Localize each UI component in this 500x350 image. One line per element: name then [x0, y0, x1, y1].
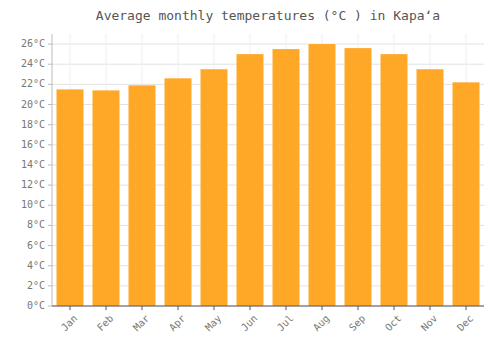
- y-tick: [48, 185, 52, 186]
- y-tick: [48, 285, 52, 286]
- bar: [273, 49, 300, 306]
- x-tick-label: Jan: [59, 313, 80, 334]
- x-tick: [358, 306, 359, 310]
- bar: [453, 82, 480, 306]
- x-tick: [142, 306, 143, 310]
- x-tick: [394, 306, 395, 310]
- bar: [417, 69, 444, 306]
- x-tick: [70, 306, 71, 310]
- bar: [345, 48, 372, 306]
- x-tick: [250, 306, 251, 310]
- y-tick-label: 12°C: [21, 179, 45, 190]
- x-tick-label: Feb: [95, 313, 116, 334]
- y-tick-label: 22°C: [21, 78, 45, 89]
- x-tick: [106, 306, 107, 310]
- y-tick: [48, 44, 52, 45]
- x-tick-label: Jul: [275, 313, 296, 334]
- axes: 0°C 2°C 4°C 6°C 8°C 10°C 12°C 14°C 16°C 18°C 20°C 2…: [21, 34, 484, 333]
- y-tick: [48, 225, 52, 226]
- y-tick-label: 4°C: [27, 260, 45, 271]
- title: Average monthly temperatures (°C ) in Ka…: [96, 8, 440, 23]
- grid: [52, 34, 484, 306]
- y-tick-label: 0°C: [27, 300, 45, 311]
- y-grid-line: [52, 44, 484, 45]
- x-tick-label: May: [203, 313, 224, 334]
- x-tick: [466, 306, 467, 310]
- x-axis-line: [52, 306, 484, 307]
- y-tick: [48, 306, 52, 307]
- y-tick: [48, 124, 52, 125]
- x-tick: [430, 306, 431, 310]
- y-tick: [48, 265, 52, 266]
- bar: [165, 78, 192, 306]
- x-tick-label: Jun: [239, 313, 260, 334]
- bar: [129, 85, 156, 306]
- x-tick-label: Nov: [419, 313, 440, 334]
- y-tick-label: 24°C: [21, 58, 45, 69]
- bar: [93, 90, 120, 306]
- y-tick-label: 2°C: [27, 280, 45, 291]
- y-tick: [48, 104, 52, 105]
- y-tick-label: 26°C: [21, 38, 45, 49]
- x-tick: [214, 306, 215, 310]
- y-tick-label: 14°C: [21, 159, 45, 170]
- x-tick-label: Aug: [311, 313, 332, 334]
- bar: [309, 44, 336, 306]
- y-tick-label: 16°C: [21, 139, 45, 150]
- bars: [57, 44, 480, 306]
- bar: [57, 89, 84, 306]
- y-tick: [48, 84, 52, 85]
- x-tick-label: Mar: [131, 313, 152, 334]
- y-tick-label: 10°C: [21, 199, 45, 210]
- x-tick-label: Oct: [383, 313, 404, 334]
- x-tick-label: Apr: [167, 313, 188, 334]
- x-tick: [286, 306, 287, 310]
- x-tick-label: Dec: [455, 313, 476, 334]
- y-tick-label: 8°C: [27, 219, 45, 230]
- y-tick: [48, 205, 52, 206]
- chart-container: 0°C 2°C 4°C 6°C 8°C 10°C 12°C 14°C 16°C 18°C 20°C 2…: [0, 0, 500, 350]
- bar: [381, 54, 408, 306]
- y-tick-label: 18°C: [21, 119, 45, 130]
- x-tick-label: Sep: [347, 313, 368, 334]
- y-grid-line: [52, 64, 484, 65]
- y-tick: [48, 64, 52, 65]
- bar: [237, 54, 264, 306]
- y-tick-label: 20°C: [21, 99, 45, 110]
- x-tick: [178, 306, 179, 310]
- y-tick: [48, 144, 52, 145]
- bar: [201, 69, 228, 306]
- x-tick: [322, 306, 323, 310]
- chart: 0°C 2°C 4°C 6°C 8°C 10°C 12°C 14°C 16°C 18°C 20°C 2…: [0, 0, 500, 350]
- y-tick-label: 6°C: [27, 240, 45, 251]
- y-grid-line: [52, 306, 484, 307]
- y-axis-line: [52, 34, 53, 306]
- y-tick: [48, 245, 52, 246]
- y-tick: [48, 164, 52, 165]
